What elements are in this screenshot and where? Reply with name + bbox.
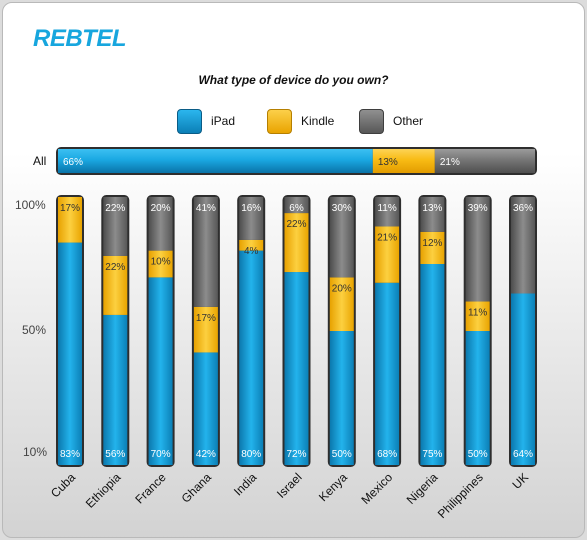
x-tick-label: Philippines [435,470,486,521]
bar-segment-kindle [148,250,173,278]
bar-value-other: 11% [377,203,396,214]
bar-segment-ipad [511,293,535,465]
bar-segment-kindle [420,231,445,264]
bar-value-other: 36% [513,203,533,214]
legend-label-ipad: iPad [211,114,236,128]
bar-value-ipad: 75% [422,449,442,460]
bar-value-other: 30% [332,203,352,214]
bar-segment-kindle [103,255,128,315]
bar-value-kindle: 20% [332,283,352,294]
bar-segment-ipad [375,282,400,465]
bar-value-ipad: 56% [105,449,125,460]
x-tick-label: Ethiopia [83,470,124,511]
x-tick-label: Mexico [358,470,395,507]
y-tick-label: 100% [15,198,46,212]
bar-value-other: 22% [105,203,125,214]
bar-value-kindle: 22% [105,262,125,273]
y-tick-label: 10% [23,445,47,459]
bar-value-other: 6% [289,203,304,214]
legend-item-other: Other [359,107,423,135]
bar-segment-ipad [193,352,218,465]
bar-value-other: 13% [422,203,442,214]
x-tick-label: Ghana [179,470,215,506]
bar-segment-ipad [103,314,128,465]
bar-segment-other [375,197,400,227]
bar-value-kindle: 10% [151,257,171,268]
legend-swatch-other [359,108,384,134]
bar-value-ipad: 42% [196,449,216,460]
bar-value-kindle: 22% [286,219,306,230]
bar-segment-other [193,197,218,307]
x-tick-label: Israel [274,470,305,501]
bar-value-other: 41% [196,203,216,214]
bar-segment-other [148,197,173,251]
legend-item-kindle: Kindle [267,107,334,135]
bar-segment-other [329,197,354,278]
bar-value-other: 39% [468,203,488,214]
bar-segment-kindle [58,197,82,243]
overall-value-kindle: 13% [378,157,398,168]
bar-segment-ipad [148,277,173,465]
bar-value-ipad: 83% [60,449,80,460]
x-tick-label: UK [509,470,531,492]
bar-segment-other [465,197,490,302]
bar-value-ipad: 50% [468,449,488,460]
bar-segment-ipad [284,272,309,465]
bar-segment-kindle [465,301,490,331]
chart-title: What type of device do you own? [198,73,389,87]
overall-value-ipad: 66% [63,157,83,168]
overall-segment-kindle [372,149,435,173]
bar-segment-ipad [329,331,354,465]
bar-value-kindle: 17% [60,203,80,214]
chart-legend: iPad Kindle Other [3,107,584,137]
bar-value-ipad: 64% [513,449,533,460]
overall-bar-label: All [33,154,46,168]
legend-label-other: Other [393,114,424,128]
x-tick-label: France [132,470,169,507]
bar-segment-other [284,197,309,214]
bar-segment-kindle [239,239,264,251]
bar-segment-other [239,197,264,240]
overall-segment-ipad [58,149,373,173]
bar-value-ipad: 72% [286,449,306,460]
overall-segment-other [434,149,535,173]
y-tick-label: 50% [22,323,46,337]
bar-value-other: 20% [151,203,171,214]
x-tick-label: Cuba [48,470,78,500]
bar-segment-kindle [329,277,354,331]
brand-logo: REBTEL [33,25,127,52]
bar-value-ipad: 50% [332,449,352,460]
bar-value-ipad: 80% [241,449,261,460]
legend-label-kindle: Kindle [301,114,335,128]
x-tick-label: Nigeria [404,470,441,507]
bar-segment-kindle [193,306,218,353]
legend-swatch-kindle [267,108,292,134]
bar-value-kindle: 17% [196,313,216,324]
bar-value-kindle: 21% [377,232,397,243]
x-tick-label: India [231,470,260,499]
bar-value-kindle: 12% [422,238,442,249]
bar-segment-kindle [284,213,309,273]
legend-swatch-ipad [177,108,202,134]
bar-value-ipad: 70% [151,449,171,460]
bar-segment-kindle [375,226,400,283]
bar-value-ipad: 68% [377,449,397,460]
bar-segment-ipad [420,264,445,465]
bar-segment-other [103,197,128,256]
bar-segment-ipad [239,250,264,465]
bar-value-kindle: 11% [468,308,487,319]
x-tick-label: Kenya [316,470,350,504]
bar-value-kindle: 4% [244,246,259,257]
bar-segment-ipad [58,242,82,465]
overall-value-other: 21% [440,157,460,168]
bar-segment-other [511,197,535,294]
legend-item-ipad: iPad [177,107,235,135]
bar-segment-ipad [465,331,490,465]
bar-segment-other [420,197,445,232]
bar-value-other: 16% [241,203,261,214]
